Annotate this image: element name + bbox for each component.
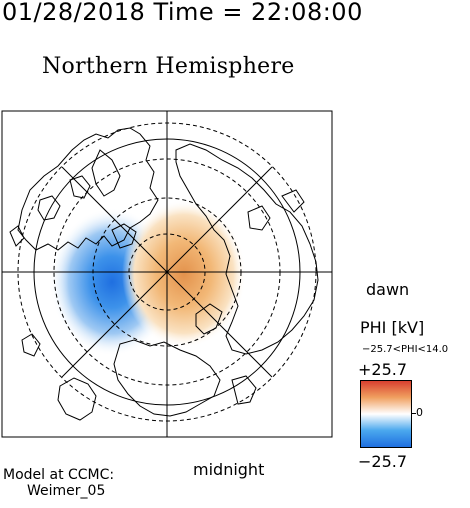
positive-potential-cell bbox=[122, 200, 246, 348]
model-name: Weimer_05 bbox=[27, 483, 106, 499]
coastlines bbox=[9, 127, 319, 421]
dawn-label: dawn bbox=[366, 280, 410, 299]
model-source: Model at CCMC: bbox=[3, 467, 115, 483]
colorbar-zero-label: 0 bbox=[416, 406, 423, 419]
midnight-label: midnight bbox=[193, 460, 265, 479]
colorbar bbox=[360, 380, 412, 448]
timestamp: 01/28/2018 Time = 22:08:00 bbox=[2, 0, 363, 26]
colorbar-title: PHI [kV] bbox=[360, 318, 425, 337]
colorbar-min-label: −25.7 bbox=[358, 452, 408, 471]
colorbar-zero-tick bbox=[412, 413, 416, 414]
pole-marker bbox=[165, 270, 169, 274]
map-title: Northern Hemisphere bbox=[42, 54, 295, 79]
polar-map bbox=[1, 110, 333, 438]
colorbar-max-label: +25.7 bbox=[358, 360, 408, 379]
colorbar-range: −25.7<PHI<14.0 bbox=[362, 344, 449, 355]
